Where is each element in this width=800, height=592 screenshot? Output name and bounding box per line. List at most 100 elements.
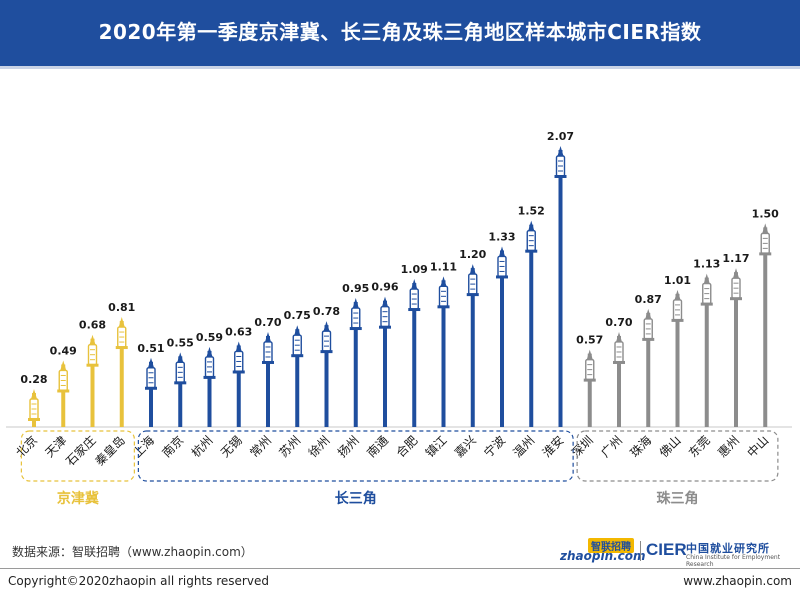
bar (554, 146, 567, 427)
category-label: 广州 (598, 433, 625, 460)
copyright-text: Copyright©2020zhaopin all rights reserve… (8, 574, 269, 588)
category-label: 淮安 (539, 433, 567, 461)
value-label: 0.49 (50, 344, 77, 357)
bar-tip (382, 296, 388, 307)
value-label: 0.81 (108, 301, 135, 314)
bar-flange (174, 381, 187, 385)
category-label: 珠海 (627, 433, 655, 461)
bar-tip (528, 220, 535, 231)
value-label: 0.28 (20, 373, 47, 386)
bar-flange (28, 417, 40, 421)
bar (496, 246, 508, 427)
bar-flange (145, 386, 157, 390)
cier-logo-cn: 中国就业研究所 (686, 542, 770, 555)
bar-stem (178, 356, 183, 427)
bar-tip (586, 349, 593, 360)
value-label: 0.63 (225, 325, 252, 338)
value-label: 0.95 (342, 282, 369, 295)
bar-tip (703, 273, 710, 284)
bar-flange (642, 337, 655, 341)
category-label: 南通 (364, 433, 392, 461)
bar (232, 341, 245, 427)
bar (145, 357, 157, 427)
category-label: 惠州 (715, 433, 742, 460)
bar (57, 360, 70, 427)
logo-divider (640, 541, 641, 561)
bar (437, 276, 450, 427)
bar-tip (177, 352, 184, 363)
bar-stem (441, 280, 446, 427)
bar-stem (353, 302, 358, 427)
bar (730, 268, 742, 427)
bar-stem (587, 353, 592, 427)
cier-logo: CIER (646, 540, 687, 559)
value-label: 0.75 (284, 309, 311, 322)
bar (671, 289, 684, 427)
bar-flange (262, 360, 274, 364)
zhaopin-logo-text: zhaopin.com (560, 549, 646, 563)
bar (583, 349, 596, 427)
bar-flange (203, 375, 216, 379)
bar-tip (235, 341, 242, 352)
bar (379, 296, 391, 427)
bar-stem (558, 150, 563, 427)
bar (642, 308, 655, 427)
bar-flange (379, 325, 391, 329)
category-label: 徐州 (305, 433, 333, 461)
bar-tip (206, 346, 213, 357)
group-label: 长三角 (335, 490, 377, 507)
value-label: 1.01 (664, 274, 691, 287)
bar-stem (236, 345, 241, 427)
value-label: 0.78 (313, 305, 340, 318)
bar-stem (149, 361, 153, 427)
bar (115, 317, 128, 427)
value-label: 0.68 (79, 319, 106, 332)
bar-flange (466, 293, 479, 297)
group-box (137, 430, 574, 482)
bar-tip (499, 246, 505, 257)
group-label: 珠三角 (657, 490, 699, 507)
bar-stem (266, 335, 270, 427)
bar-stem (470, 268, 475, 427)
title-underline (0, 66, 800, 69)
value-label: 1.13 (693, 258, 720, 271)
bar-stem (207, 350, 212, 427)
bar-tip (733, 268, 739, 279)
category-label: 北京 (13, 433, 40, 460)
bar-stem (295, 329, 300, 427)
bar-flange (730, 297, 742, 301)
bar-flange (700, 302, 713, 306)
bar-flange (525, 249, 538, 253)
group-box (20, 430, 135, 482)
value-label: 1.17 (722, 252, 749, 265)
category-label: 合肥 (393, 433, 421, 461)
cier-logo-en: China Institute for Employment Research (686, 554, 781, 568)
bar-stem (412, 283, 417, 427)
bar-flange (57, 389, 70, 393)
bar-tip (265, 331, 271, 342)
bar-tip (89, 334, 96, 345)
bar-stem (383, 300, 387, 427)
category-label: 温州 (510, 433, 537, 460)
bar-tip (31, 388, 37, 399)
bar-tip (674, 289, 681, 300)
bar-tip (323, 321, 330, 332)
value-label: 0.55 (167, 336, 194, 349)
category-label: 东莞 (686, 433, 713, 460)
bar-tip (352, 298, 359, 309)
bar-stem (646, 312, 651, 427)
bar-tip (645, 308, 652, 319)
bar-tip (762, 223, 769, 234)
bar (174, 352, 187, 427)
category-label: 南京 (159, 433, 187, 461)
website-link[interactable]: www.zhaopin.com (683, 574, 792, 588)
bar-flange (232, 370, 245, 374)
bar-flange (291, 354, 304, 358)
bar (466, 264, 479, 427)
category-label: 中山 (744, 433, 772, 461)
bar-flange (320, 350, 333, 354)
bar-stem (119, 321, 124, 427)
value-label: 1.50 (752, 207, 779, 220)
category-label: 石家庄 (63, 433, 99, 469)
bar (86, 334, 99, 427)
